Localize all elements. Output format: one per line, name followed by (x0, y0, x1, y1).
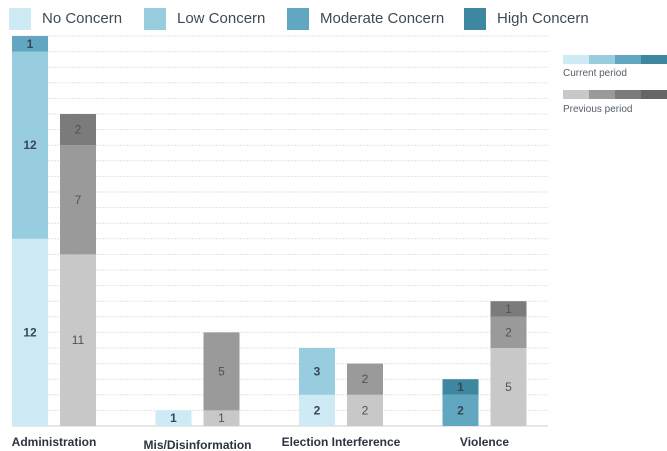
bar-segment-election-interference-current-low-concern (299, 348, 335, 395)
legend-label-no-concern: No Concern (42, 10, 123, 27)
data-label-administration-previous-moderate-concern: 2 (75, 123, 82, 137)
data-label-election-interference-current-no-concern: 2 (314, 403, 321, 417)
data-label-violence-previous-no-concern: 5 (505, 380, 512, 394)
previous-period-label: Previous period (563, 104, 632, 115)
bar-segment-administration-previous-no-concern (60, 254, 96, 426)
bar-segment-election-interference-previous-no-concern (347, 394, 383, 426)
bar-segment-election-interference-previous-low-concern (347, 363, 383, 395)
legend-swatch-no-concern (9, 8, 31, 30)
bar-segment-violence-previous-no-concern (490, 348, 527, 426)
legend-swatch-moderate-concern (287, 8, 309, 30)
data-label-violence-previous-moderate-concern: 1 (505, 302, 512, 316)
bar-segment-mis-disinformation-current-no-concern (155, 410, 192, 426)
data-label-administration-current-low-concern: 12 (23, 138, 37, 152)
category-label-administration: Administration (12, 435, 97, 449)
data-label-administration-current-no-concern: 12 (23, 325, 37, 339)
bar-segment-violence-previous-moderate-concern (490, 301, 527, 317)
category-label-mis-disinformation: Mis/Disinformation (143, 438, 251, 451)
legend-swatch-high-concern (464, 8, 486, 30)
bar-segment-election-interference-current-no-concern (299, 394, 335, 426)
grid-lines (12, 35, 548, 427)
bar-segment-administration-previous-moderate-concern (60, 114, 96, 146)
bar-segment-administration-previous-low-concern (60, 145, 96, 255)
bar-segment-mis-disinformation-previous-low-concern (203, 332, 240, 411)
current-period-label: Current period (563, 68, 627, 79)
data-label-violence-current-moderate-concern: 2 (457, 403, 464, 417)
period-swatch-high-concern (641, 55, 667, 64)
period-swatch-moderate-concern (615, 55, 641, 64)
period-swatch-no-concern (563, 90, 589, 99)
period-legend: Current period Previous period (563, 55, 667, 115)
period-swatch-low-concern (589, 55, 615, 64)
category-labels: Administration Mis/Disinformation Election… (12, 435, 510, 451)
bar-segment-administration-current-no-concern (12, 238, 48, 426)
bar-segment-violence-previous-low-concern (490, 316, 527, 348)
data-label-mis-disinformation-previous-low-concern: 5 (218, 364, 225, 378)
period-swatch-moderate-concern (615, 90, 641, 99)
data-label-administration-previous-no-concern: 11 (72, 333, 85, 347)
data-label-administration-previous-low-concern: 7 (75, 193, 82, 207)
data-label-administration-current-moderate-concern: 1 (27, 37, 34, 51)
bar-segment-violence-current-moderate-concern (442, 394, 479, 426)
legend-swatch-low-concern (144, 8, 166, 30)
current-period-swatch-bar (563, 55, 667, 64)
period-swatch-high-concern (641, 90, 667, 99)
data-label-mis-disinformation-previous-no-concern: 1 (218, 411, 225, 425)
category-label-election-interference: Election Interference (282, 435, 401, 449)
data-label-election-interference-current-low-concern: 3 (314, 364, 321, 378)
data-label-mis-disinformation-current-no-concern: 1 (170, 411, 177, 425)
bar-segment-administration-current-moderate-concern (12, 36, 48, 52)
category-label-violence: Violence (460, 435, 509, 449)
data-label-violence-previous-low-concern: 2 (505, 325, 512, 339)
bar-segment-violence-current-high-concern (442, 379, 479, 395)
previous-period-swatch-bar (563, 90, 667, 99)
data-label-violence-current-high-concern: 1 (457, 380, 464, 394)
bar-segment-administration-current-low-concern (12, 51, 48, 239)
period-swatch-no-concern (563, 55, 589, 64)
data-label-election-interference-previous-low-concern: 2 (362, 372, 369, 386)
legend-label-moderate-concern: Moderate Concern (320, 10, 445, 27)
data-label-election-interference-previous-no-concern: 2 (362, 403, 369, 417)
period-swatch-low-concern (589, 90, 615, 99)
legend-label-high-concern: High Concern (497, 10, 589, 27)
legend-label-low-concern: Low Concern (177, 10, 266, 27)
bar-segment-mis-disinformation-previous-no-concern (203, 410, 240, 426)
